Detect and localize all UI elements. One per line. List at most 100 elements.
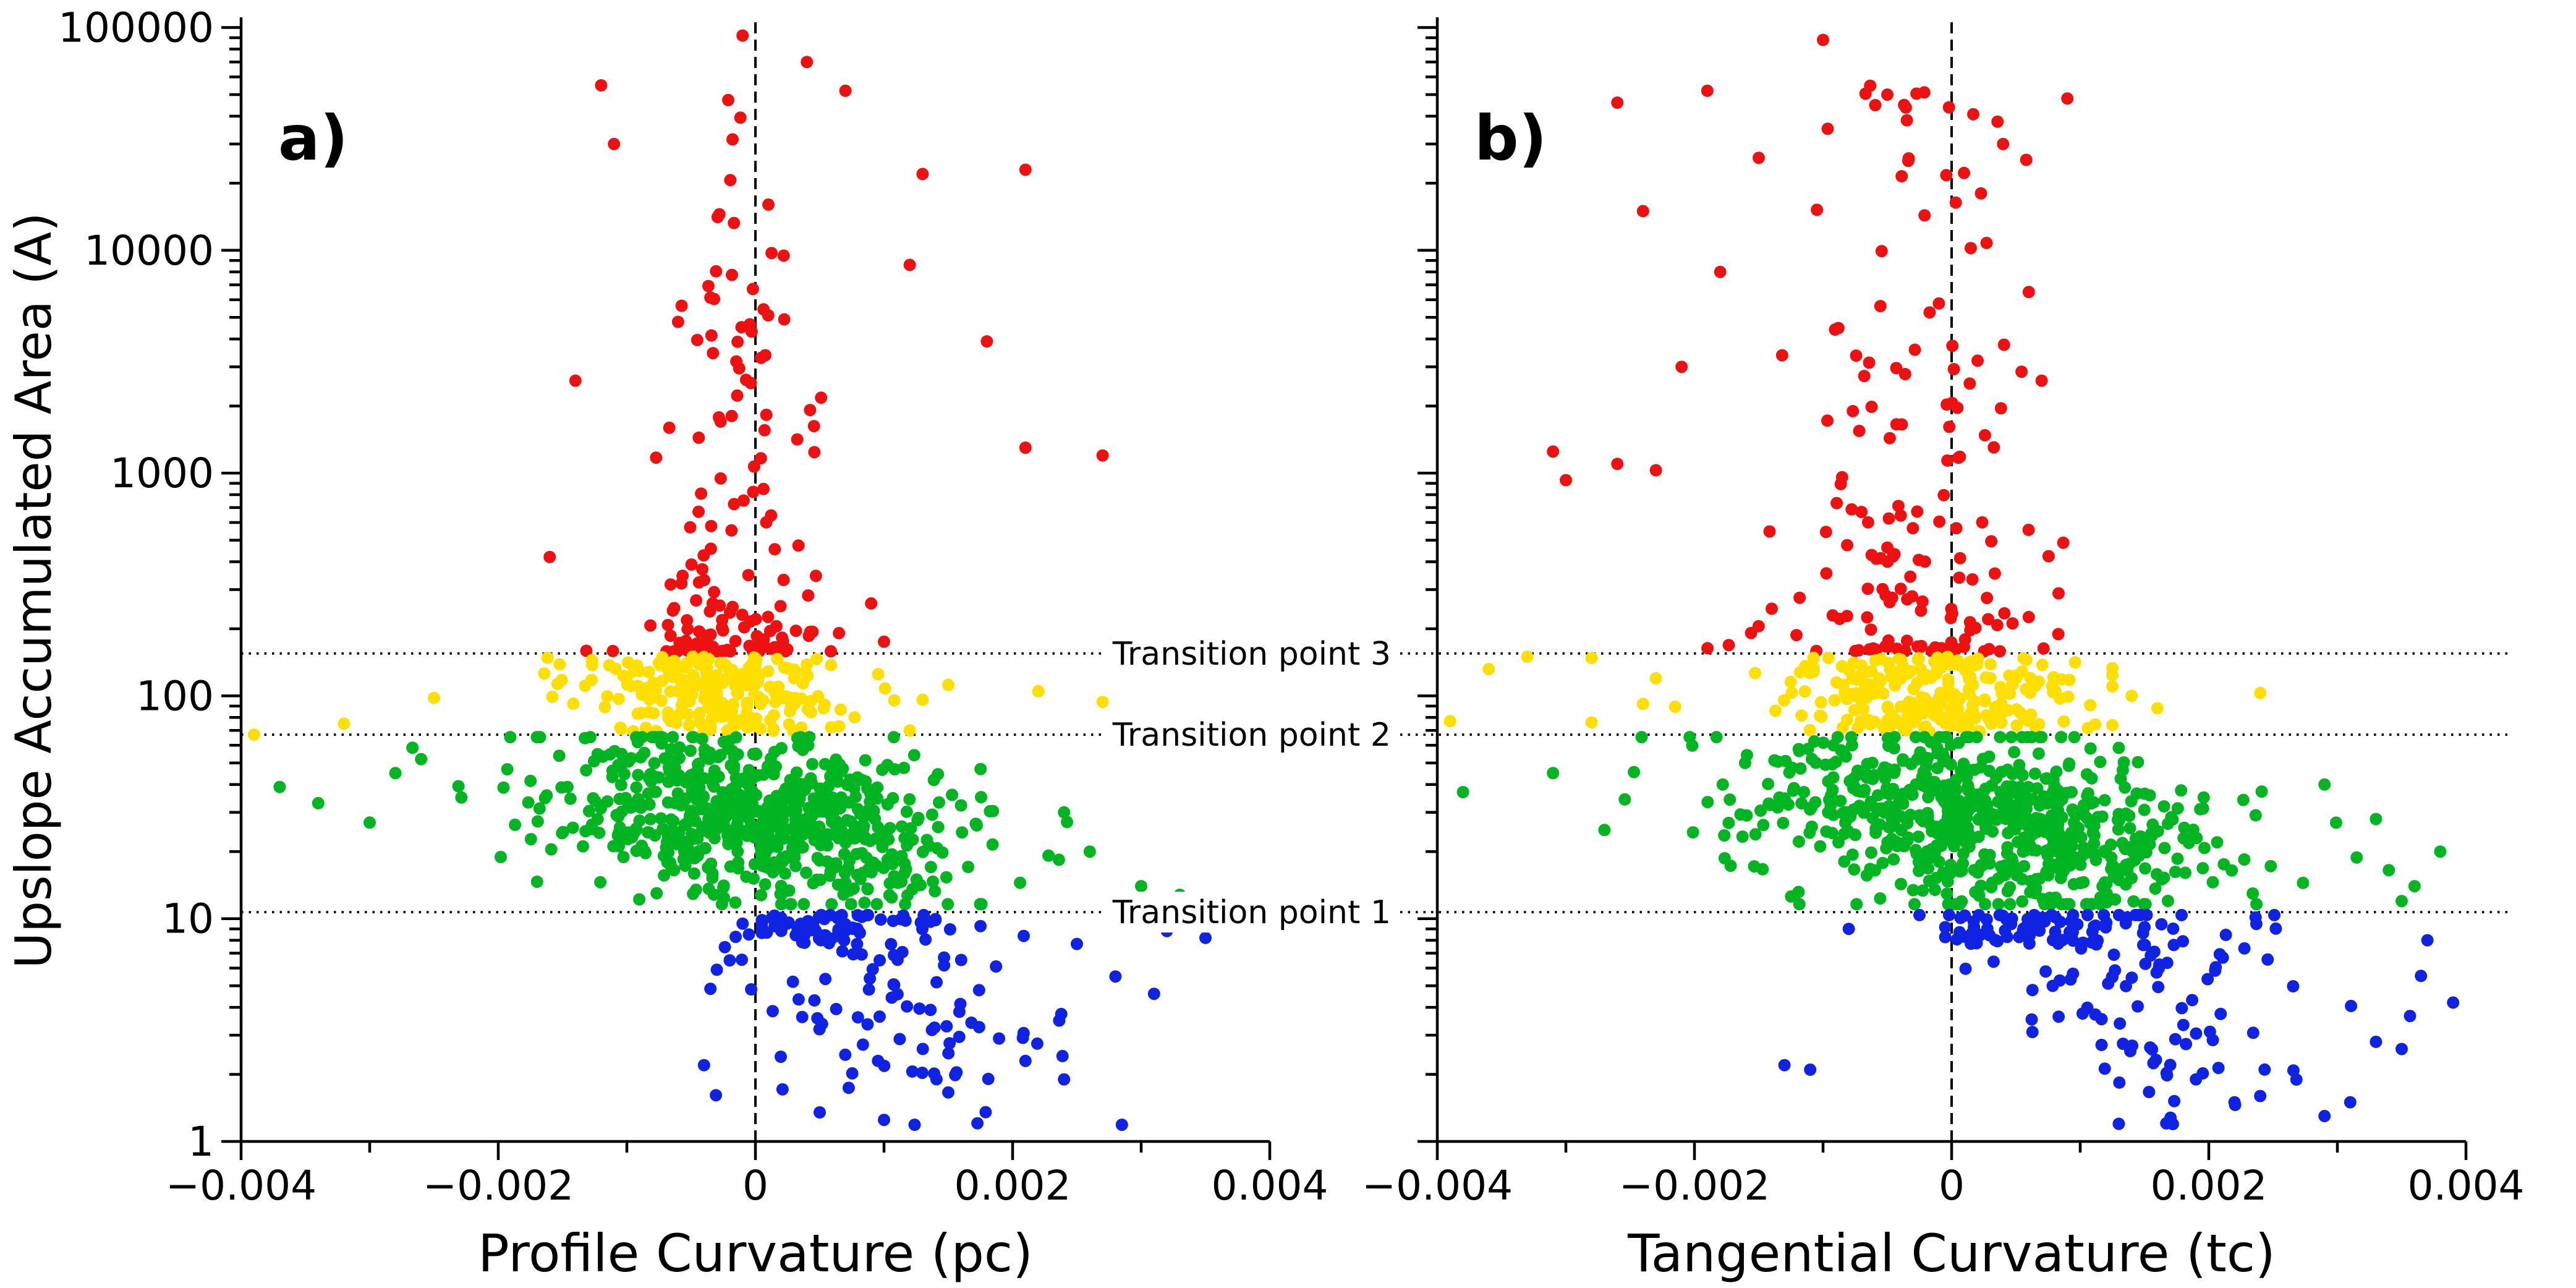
data-point <box>1724 859 1737 872</box>
data-point <box>1795 709 1808 722</box>
data-point <box>810 652 823 665</box>
y-tick-label: 100 <box>136 672 214 720</box>
data-point <box>742 662 755 675</box>
data-point <box>1998 607 2011 620</box>
data-point <box>908 749 920 762</box>
data-point <box>1881 88 1894 101</box>
data-point <box>2161 895 2174 907</box>
data-point <box>823 759 836 772</box>
data-point <box>2125 971 2138 984</box>
transition-point-1-label: Transition point 1 <box>1112 894 1391 931</box>
data-point <box>2132 1000 2144 1013</box>
x-tick-label: 0.002 <box>2151 1162 2268 1209</box>
data-point <box>1804 1063 1817 1076</box>
data-point <box>900 805 913 818</box>
data-point <box>2144 1041 2157 1054</box>
data-point <box>553 749 566 762</box>
data-point <box>2035 374 2048 387</box>
data-point <box>846 921 859 934</box>
data-point <box>662 711 674 724</box>
data-point <box>2098 908 2111 921</box>
data-point <box>1807 651 1820 664</box>
data-point <box>706 597 719 610</box>
data-point <box>726 133 739 146</box>
data-point <box>2168 1094 2181 1107</box>
data-point <box>1978 693 1991 706</box>
data-point <box>1954 911 1967 924</box>
data-point <box>707 641 720 653</box>
data-point <box>1749 828 1762 841</box>
data-point <box>838 934 851 947</box>
data-point <box>755 889 768 902</box>
data-point <box>2190 1027 2203 1040</box>
data-point <box>723 606 736 619</box>
data-point <box>2237 793 2250 806</box>
data-point <box>898 761 911 774</box>
data-point <box>2048 798 2061 811</box>
data-point <box>497 781 510 794</box>
data-point <box>938 959 951 972</box>
data-point <box>1598 824 1611 837</box>
data-point <box>1905 788 1918 801</box>
data-point <box>1887 853 1900 866</box>
data-point <box>1913 864 1925 877</box>
data-point <box>871 792 884 805</box>
data-point <box>1710 731 1723 744</box>
data-point <box>2169 1033 2182 1046</box>
data-point <box>930 976 943 989</box>
data-point <box>790 827 803 840</box>
data-point <box>1952 451 1965 464</box>
data-point <box>639 722 652 735</box>
data-point <box>2258 1063 2271 1076</box>
data-point <box>2024 672 2037 685</box>
data-point <box>1762 797 1775 810</box>
data-point <box>916 845 929 858</box>
data-point <box>1773 791 1786 804</box>
data-point <box>1941 650 1954 663</box>
data-point <box>755 351 768 364</box>
data-point <box>1993 908 2006 921</box>
data-point <box>1883 432 1896 445</box>
data-point <box>767 709 780 722</box>
data-point <box>589 795 601 808</box>
data-point <box>597 750 610 763</box>
data-point <box>916 168 929 181</box>
data-point <box>808 446 821 459</box>
data-point <box>1753 151 1765 164</box>
data-point <box>612 759 625 772</box>
data-point <box>861 883 874 896</box>
data-point <box>1855 659 1868 672</box>
x-axis-title-b: Tangential Curvature (tc) <box>1627 1223 2276 1284</box>
data-point <box>807 420 820 433</box>
data-point <box>942 1086 954 1099</box>
data-point <box>1910 847 1923 860</box>
data-point <box>732 862 744 875</box>
data-point <box>1990 772 2003 785</box>
data-point <box>775 889 788 902</box>
data-point <box>901 889 914 902</box>
data-point <box>2107 949 2120 961</box>
data-point <box>1861 757 1874 770</box>
data-point <box>692 505 705 518</box>
data-point <box>1199 931 1212 944</box>
data-point <box>2198 842 2211 855</box>
data-point <box>1821 122 1834 135</box>
data-point <box>643 706 656 719</box>
data-point <box>801 668 814 681</box>
data-point <box>717 817 730 830</box>
data-point <box>2183 833 2196 845</box>
data-point <box>972 984 985 997</box>
data-point <box>1911 653 1924 666</box>
x-tick-label: −0.002 <box>1619 1162 1770 1209</box>
data-point <box>2016 769 2029 782</box>
data-point <box>728 216 741 229</box>
data-point <box>1907 683 1920 695</box>
data-point <box>580 764 593 777</box>
data-point <box>739 775 752 788</box>
x-tick-label: −0.002 <box>423 1162 574 1209</box>
data-point <box>942 898 954 911</box>
data-point <box>2074 858 2087 871</box>
data-point <box>736 953 748 966</box>
data-point <box>1898 98 1911 111</box>
data-point <box>1906 884 1919 897</box>
